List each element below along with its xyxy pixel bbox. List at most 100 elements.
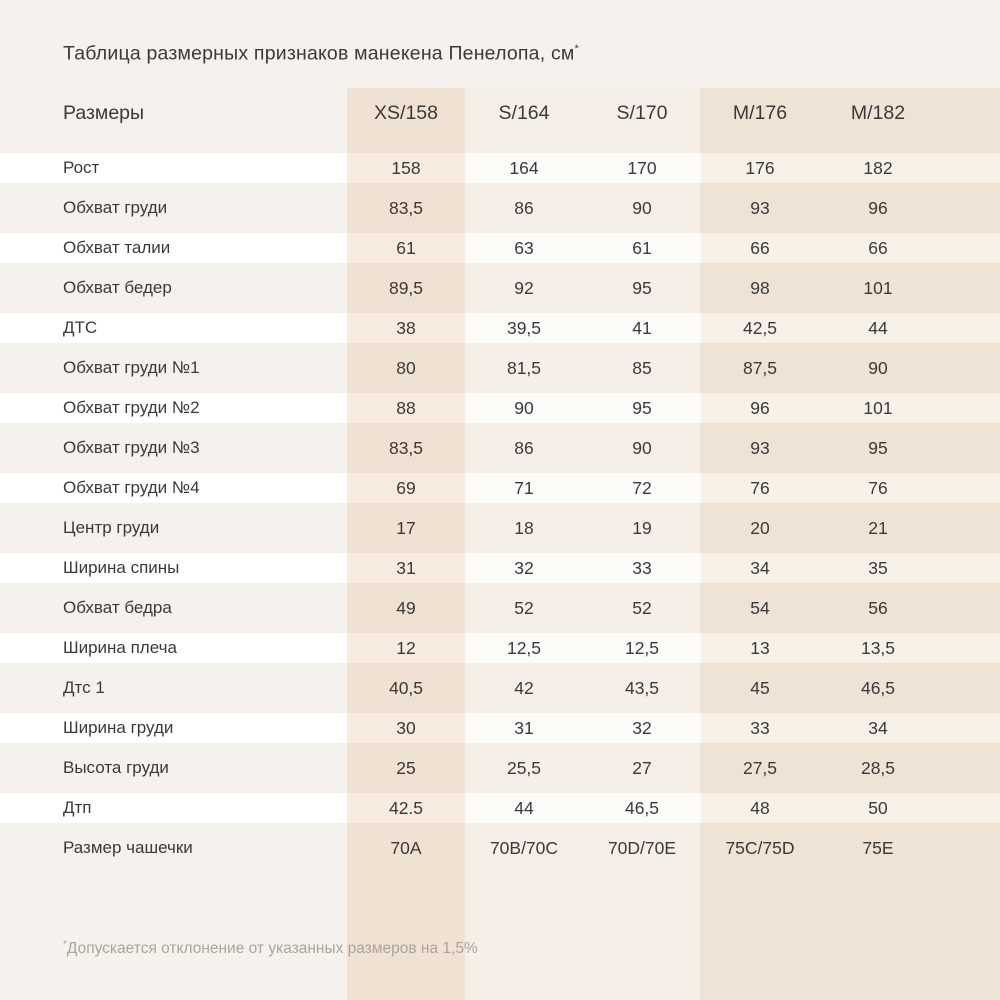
cell-value: 12 <box>347 628 465 668</box>
cell-value: 66 <box>819 228 937 268</box>
cell-value: 80 <box>396 357 416 378</box>
cell-value: 164 <box>465 148 583 188</box>
table-row: Рост 158 164 170 176 182 <box>0 148 1000 188</box>
header-filler <box>937 88 1000 148</box>
row-label: Обхват груди <box>63 198 168 217</box>
row-label: Рост <box>0 148 347 188</box>
cell-value: 92 <box>514 277 534 298</box>
page-title-text: Таблица размерных признаков манекена Пен… <box>63 42 575 65</box>
cell-value: 176 <box>701 148 819 188</box>
cell-value: 34 <box>819 708 937 748</box>
cell-value: 25 <box>396 757 416 778</box>
row-label: Дтп <box>0 788 347 828</box>
cell-value: 93 <box>750 197 770 218</box>
row-filler <box>937 548 1000 588</box>
table-row: Центр груди 17 18 19 20 21 <box>0 508 1000 548</box>
cell-value: 72 <box>583 468 701 508</box>
table-row: Обхват груди №4 69 71 72 76 76 <box>0 468 1000 508</box>
cell-value: 83,5 <box>388 197 424 218</box>
cell-value: 45 <box>750 677 770 698</box>
cell-value: 90 <box>632 437 652 458</box>
table-row: Размер чашечки 70A 70B/70C 70D/70E 75C/75D 75… <box>0 828 1000 868</box>
cell-value: 32 <box>465 548 583 588</box>
cell-value: 70B/70C <box>489 837 559 858</box>
row-filler <box>937 708 1000 748</box>
cell-value: 27 <box>632 757 652 778</box>
table-row: Ширина плеча 12 12,5 12,5 13 13,5 <box>0 628 1000 668</box>
table-header-row: Размеры XS/158 S/164 S/170 M/176 M/182 <box>0 88 1000 148</box>
row-label: Обхват бедра <box>63 598 172 617</box>
cell-value: 13,5 <box>819 628 937 668</box>
row-filler <box>937 228 1000 268</box>
row-filler <box>937 468 1000 508</box>
cell-value: 95 <box>632 277 652 298</box>
row-label: Ширина спины <box>0 548 347 588</box>
cell-value: 19 <box>632 517 652 538</box>
cell-value: 39,5 <box>465 308 583 348</box>
cell-value: 96 <box>868 197 888 218</box>
cell-value: 13 <box>701 628 819 668</box>
table-row: Высота груди 25 25,5 27 27,5 28,5 <box>0 748 1000 788</box>
header-cell-size: XS/158 <box>374 101 438 124</box>
cell-value: 44 <box>819 308 937 348</box>
cell-value: 27,5 <box>742 757 778 778</box>
cell-value: 52 <box>514 597 534 618</box>
table-row: ДТС 38 39,5 41 42,5 44 <box>0 308 1000 348</box>
cell-value: 25,5 <box>506 757 542 778</box>
row-label: Обхват груди №4 <box>0 468 347 508</box>
cell-value: 66 <box>701 228 819 268</box>
cell-value: 42 <box>514 677 534 698</box>
cell-value: 32 <box>583 708 701 748</box>
row-filler <box>937 668 1000 708</box>
row-filler <box>937 428 1000 468</box>
cell-value: 42.5 <box>347 788 465 828</box>
cell-value: 70D/70E <box>607 837 677 858</box>
row-filler <box>937 588 1000 628</box>
cell-value: 81,5 <box>506 357 542 378</box>
footnote-text: Допускается отклонение от указанных разм… <box>66 940 478 958</box>
cell-value: 75E <box>862 837 894 858</box>
cell-value: 170 <box>583 148 701 188</box>
cell-value: 86 <box>514 197 534 218</box>
cell-value: 54 <box>750 597 770 618</box>
row-filler <box>937 348 1000 388</box>
table-row: Обхват груди №3 83,5 86 90 93 95 <box>0 428 1000 468</box>
cell-value: 48 <box>701 788 819 828</box>
cell-value: 31 <box>347 548 465 588</box>
cell-value: 69 <box>347 468 465 508</box>
cell-value: 88 <box>347 388 465 428</box>
header-cell-size: M/182 <box>850 101 906 124</box>
row-filler <box>937 748 1000 788</box>
cell-value: 86 <box>514 437 534 458</box>
row-filler <box>937 508 1000 548</box>
cell-value: 85 <box>632 357 652 378</box>
cell-value: 12,5 <box>583 628 701 668</box>
cell-value: 34 <box>701 548 819 588</box>
row-label: ДТС <box>0 308 347 348</box>
row-label: Обхват груди №1 <box>63 358 200 377</box>
table-body: Рост 158 164 170 176 182 Обхват груди 83,5 86 90 9… <box>0 148 1000 868</box>
cell-value: 43,5 <box>624 677 660 698</box>
cell-value: 50 <box>819 788 937 828</box>
table-row: Обхват груди №1 80 81,5 85 87,5 90 <box>0 348 1000 388</box>
table-row: Ширина груди 30 31 32 33 34 <box>0 708 1000 748</box>
cell-value: 101 <box>819 388 937 428</box>
table-row: Обхват груди 83,5 86 90 93 96 <box>0 188 1000 228</box>
cell-value: 12,5 <box>465 628 583 668</box>
table-row: Ширина спины 31 32 33 34 35 <box>0 548 1000 588</box>
row-filler <box>937 828 1000 868</box>
cell-value: 49 <box>396 597 416 618</box>
page-title: Таблица размерных признаков манекена Пен… <box>63 36 579 67</box>
cell-value: 95 <box>583 388 701 428</box>
cell-value: 101 <box>863 277 893 298</box>
table-row: Дтс 1 40,5 42 43,5 45 46,5 <box>0 668 1000 708</box>
row-filler <box>937 188 1000 228</box>
row-label: Центр груди <box>63 518 160 537</box>
cell-value: 56 <box>868 597 888 618</box>
row-label: Обхват груди №2 <box>0 388 347 428</box>
row-filler <box>937 308 1000 348</box>
row-filler <box>937 788 1000 828</box>
cell-value: 44 <box>465 788 583 828</box>
size-table: Размеры XS/158 S/164 S/170 M/176 M/182 Рост 1… <box>0 88 1000 868</box>
cell-value: 28,5 <box>860 757 896 778</box>
